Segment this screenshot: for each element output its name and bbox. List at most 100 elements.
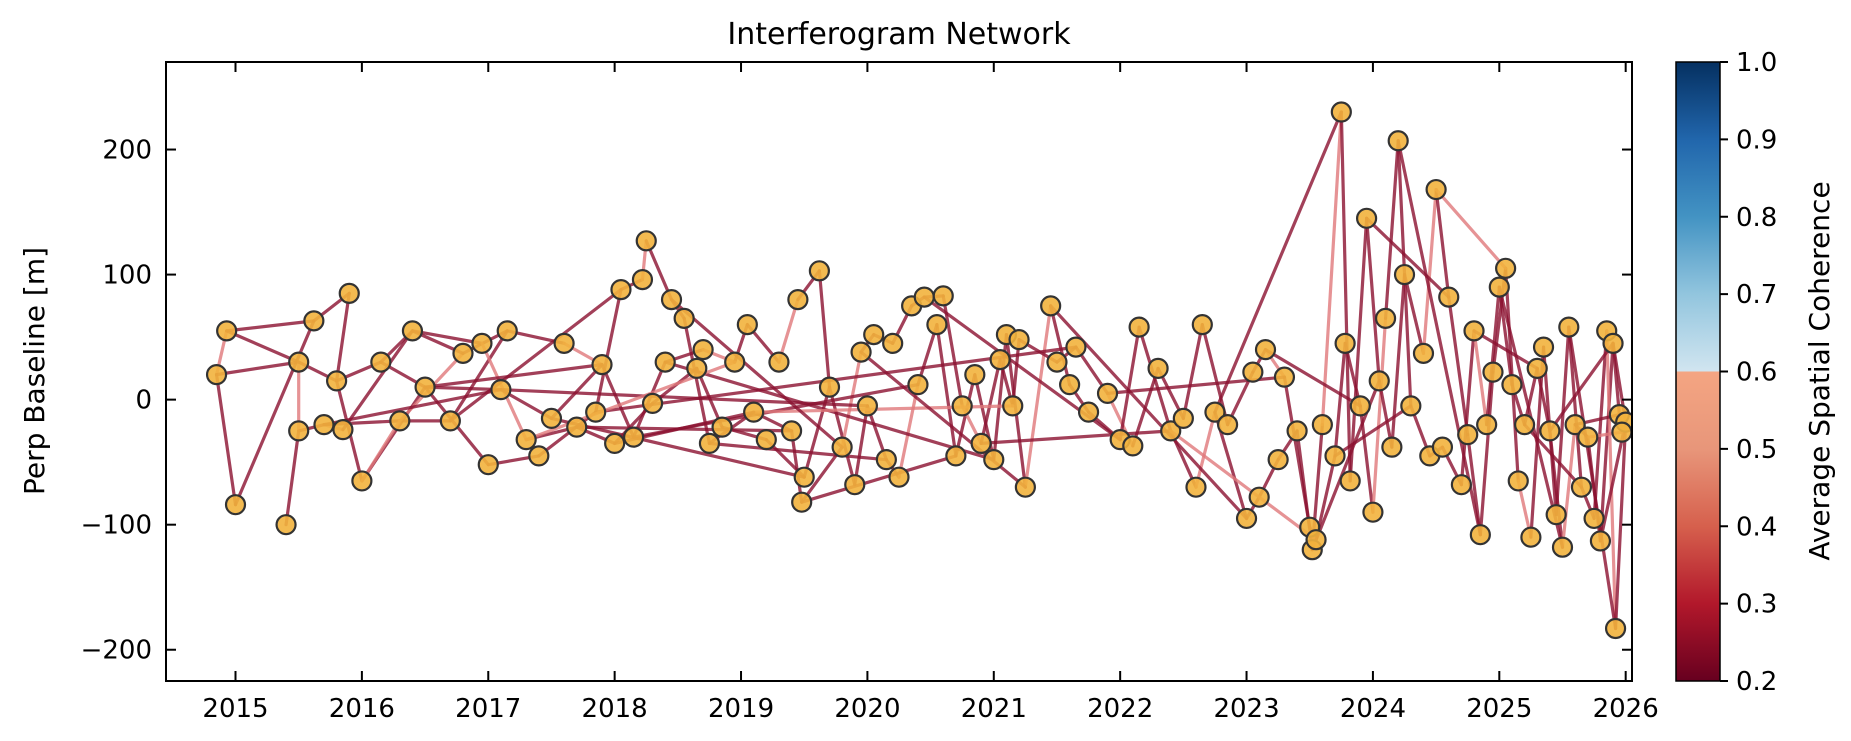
acquisition-point (1046, 351, 1068, 373)
acquisition-point (1191, 314, 1213, 336)
acquisition-point (791, 491, 813, 513)
acquisition-point (1400, 395, 1422, 417)
acquisition-point (793, 466, 815, 488)
acquisition-point (1431, 436, 1454, 458)
interferogram-edges (214, 110, 1628, 631)
acquisition-point (351, 470, 373, 492)
acquisition-point (591, 354, 613, 376)
acquisition-point (660, 288, 683, 311)
interferogram-edge (789, 429, 804, 504)
colorbar-tick-label: 0.5 (1736, 435, 1777, 465)
x-tick-label: 2025 (1466, 694, 1532, 724)
interferogram-edge (1567, 325, 1584, 489)
acquisition-point (1334, 332, 1356, 354)
acquisition-point (313, 414, 335, 436)
acquisition-point (1349, 395, 1371, 417)
interferogram-edge (1343, 341, 1362, 408)
acquisition-point (623, 426, 645, 448)
colorbar-tick-label: 0.3 (1736, 590, 1777, 620)
colorbar-ticks: 0.2 0.3 0.4 0.5 0.6 0.7 0.8 0.9 1.0 (1720, 48, 1777, 697)
acquisition-point (932, 285, 954, 307)
interferogram-edge (1605, 329, 1618, 631)
interferogram-edge (935, 323, 958, 458)
acquisition-point (1248, 486, 1270, 508)
acquisition-point (553, 332, 575, 354)
colorbar-tick-label: 0.6 (1736, 358, 1777, 388)
acquisition-point (515, 429, 537, 451)
interferogram-edge (1390, 272, 1407, 449)
acquisition-point (604, 432, 626, 455)
interferogram-edge (1023, 304, 1053, 489)
acquisition-point (1185, 476, 1207, 498)
interferogram-edge (979, 358, 1002, 446)
interferogram-edge (1478, 370, 1495, 537)
y-tick-label: −200 (81, 636, 152, 666)
interferogram-edge (1365, 216, 1381, 383)
interferogram-edge (225, 329, 301, 364)
acquisition-point (743, 401, 765, 423)
acquisition-point (1368, 370, 1390, 392)
y-axis-ticks: 200 100 0 −100 −200 (81, 136, 1632, 666)
acquisition-point (635, 230, 657, 252)
y-tick-label: 100 (102, 261, 152, 291)
interferogram-edge (341, 329, 415, 432)
chart-title: Interferogram Network (727, 17, 1071, 52)
interferogram-edge (594, 287, 623, 414)
acquisition-point (1545, 504, 1567, 526)
interferogram-edge (1371, 316, 1388, 514)
acquisition-point (1570, 476, 1593, 498)
x-tick-label: 2020 (834, 694, 900, 724)
acquisition-point (970, 432, 992, 455)
interferogram-edge (840, 350, 863, 449)
acquisition-point (1412, 342, 1435, 364)
acquisition-point (1014, 476, 1036, 498)
acquisition-point (332, 419, 354, 441)
acquisition-point (945, 445, 967, 467)
acquisition-point (951, 395, 973, 417)
acquisition-point (1604, 617, 1627, 640)
acquisition-point (1476, 414, 1498, 436)
colorbar-title: Average Spatial Coherence (1803, 181, 1836, 560)
interferogram-edge (1472, 329, 1489, 427)
interferogram-edge (1567, 325, 1618, 631)
x-tick-label: 2017 (455, 694, 521, 724)
acquisition-point (631, 268, 654, 291)
acquisition-point (711, 416, 733, 438)
acquisition-point (1450, 474, 1472, 496)
acquisition-point (983, 449, 1005, 471)
acquisition-point (1128, 316, 1150, 338)
acquisition-point (1501, 374, 1523, 396)
acquisition-point (1002, 395, 1024, 417)
acquisition-point (1267, 449, 1289, 471)
interferogram-edge (1118, 325, 1141, 442)
acquisition-point (1147, 357, 1169, 379)
acquisition-point (338, 282, 360, 304)
acquisition-point (1381, 436, 1403, 458)
acquisition-point (496, 320, 518, 342)
acquisition-point (850, 341, 872, 363)
interferogram-edge (284, 429, 301, 527)
colorbar-tick-label: 0.8 (1736, 203, 1777, 233)
interferogram-edge (448, 329, 509, 423)
interferogram-edge (817, 269, 832, 389)
interferogram-edge (335, 291, 351, 383)
acquisition-point (1539, 420, 1561, 442)
acquisition-point (1520, 526, 1542, 548)
acquisition-point (1526, 357, 1548, 379)
interferogram-edge (1396, 139, 1482, 537)
acquisition-point (439, 410, 461, 432)
acquisition-point (370, 351, 392, 373)
acquisition-point (528, 445, 550, 467)
acquisition-point (585, 401, 607, 423)
interferogram-edge (707, 441, 888, 462)
acquisition-point (787, 288, 809, 311)
acquisition-point (768, 351, 790, 373)
interferogram-edge (1560, 423, 1577, 549)
acquisition-point (1065, 336, 1087, 358)
acquisition-point (1602, 332, 1624, 354)
interferogram-edge (1598, 341, 1615, 543)
acquisition-point (926, 314, 948, 336)
acquisition-point (875, 449, 897, 471)
interferogram-edge (1169, 429, 1318, 542)
interferogram-edge (1339, 110, 1352, 483)
